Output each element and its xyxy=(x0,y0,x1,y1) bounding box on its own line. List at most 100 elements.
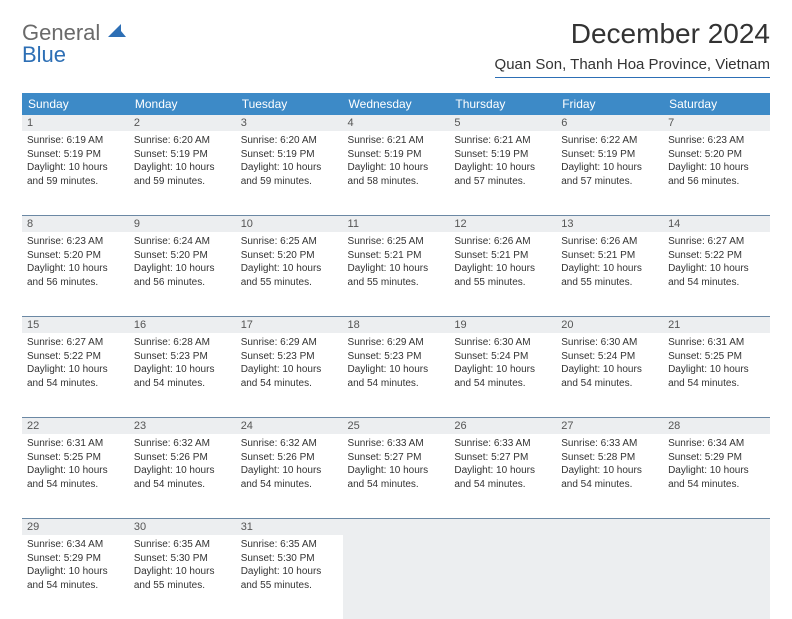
day-content: Sunrise: 6:22 AMSunset: 5:19 PMDaylight:… xyxy=(556,131,663,215)
calendar-week: 8Sunrise: 6:23 AMSunset: 5:20 PMDaylight… xyxy=(22,215,770,316)
day-number: 1 xyxy=(22,115,129,131)
day-content: Sunrise: 6:29 AMSunset: 5:23 PMDaylight:… xyxy=(343,333,450,417)
dayname-header: Monday xyxy=(129,93,236,115)
calendar-day: 16Sunrise: 6:28 AMSunset: 5:23 PMDayligh… xyxy=(129,316,236,417)
day-number: 27 xyxy=(556,417,663,434)
sunset-line: Sunset: 5:19 PM xyxy=(348,148,445,162)
day-number: 10 xyxy=(236,215,343,232)
daylight-line: Daylight: 10 hours and 54 minutes. xyxy=(241,464,338,491)
calendar-day: 24Sunrise: 6:32 AMSunset: 5:26 PMDayligh… xyxy=(236,417,343,518)
day-content xyxy=(556,535,663,619)
sunset-line: Sunset: 5:19 PM xyxy=(241,148,338,162)
day-number: 6 xyxy=(556,115,663,131)
day-number: 30 xyxy=(129,518,236,535)
calendar-day: 7Sunrise: 6:23 AMSunset: 5:20 PMDaylight… xyxy=(663,115,770,215)
dayname-header: Wednesday xyxy=(343,93,450,115)
sunset-line: Sunset: 5:21 PM xyxy=(454,249,551,263)
calendar-day-empty xyxy=(343,518,450,619)
daylight-line: Daylight: 10 hours and 54 minutes. xyxy=(668,464,765,491)
sunset-line: Sunset: 5:30 PM xyxy=(241,552,338,566)
calendar-day: 15Sunrise: 6:27 AMSunset: 5:22 PMDayligh… xyxy=(22,316,129,417)
daylight-line: Daylight: 10 hours and 54 minutes. xyxy=(27,363,124,390)
sunset-line: Sunset: 5:25 PM xyxy=(27,451,124,465)
day-number: 24 xyxy=(236,417,343,434)
logo: General Blue xyxy=(22,18,126,68)
day-content: Sunrise: 6:26 AMSunset: 5:21 PMDaylight:… xyxy=(556,232,663,316)
title-block: December 2024 Quan Son, Thanh Hoa Provin… xyxy=(495,18,770,79)
daylight-line: Daylight: 10 hours and 54 minutes. xyxy=(454,464,551,491)
calendar-day: 21Sunrise: 6:31 AMSunset: 5:25 PMDayligh… xyxy=(663,316,770,417)
sunrise-line: Sunrise: 6:34 AM xyxy=(668,437,765,451)
sunrise-line: Sunrise: 6:24 AM xyxy=(134,235,231,249)
sunrise-line: Sunrise: 6:25 AM xyxy=(348,235,445,249)
calendar-day: 29Sunrise: 6:34 AMSunset: 5:29 PMDayligh… xyxy=(22,518,129,619)
sunrise-line: Sunrise: 6:33 AM xyxy=(454,437,551,451)
day-content: Sunrise: 6:33 AMSunset: 5:28 PMDaylight:… xyxy=(556,434,663,518)
day-content: Sunrise: 6:33 AMSunset: 5:27 PMDaylight:… xyxy=(343,434,450,518)
day-content: Sunrise: 6:31 AMSunset: 5:25 PMDaylight:… xyxy=(663,333,770,417)
sunset-line: Sunset: 5:19 PM xyxy=(27,148,124,162)
sunrise-line: Sunrise: 6:21 AM xyxy=(348,134,445,148)
sunrise-line: Sunrise: 6:22 AM xyxy=(561,134,658,148)
dayname-header: Thursday xyxy=(449,93,556,115)
sunset-line: Sunset: 5:20 PM xyxy=(27,249,124,263)
day-content: Sunrise: 6:34 AMSunset: 5:29 PMDaylight:… xyxy=(22,535,129,619)
daylight-line: Daylight: 10 hours and 54 minutes. xyxy=(561,363,658,390)
day-number: 19 xyxy=(449,316,556,333)
day-number: 8 xyxy=(22,215,129,232)
calendar-day: 31Sunrise: 6:35 AMSunset: 5:30 PMDayligh… xyxy=(236,518,343,619)
day-content: Sunrise: 6:25 AMSunset: 5:21 PMDaylight:… xyxy=(343,232,450,316)
day-content: Sunrise: 6:33 AMSunset: 5:27 PMDaylight:… xyxy=(449,434,556,518)
daylight-line: Daylight: 10 hours and 58 minutes. xyxy=(348,161,445,188)
calendar-day: 5Sunrise: 6:21 AMSunset: 5:19 PMDaylight… xyxy=(449,115,556,215)
calendar-day-empty xyxy=(663,518,770,619)
daylight-line: Daylight: 10 hours and 55 minutes. xyxy=(134,565,231,592)
sunset-line: Sunset: 5:19 PM xyxy=(454,148,551,162)
day-number: 13 xyxy=(556,215,663,232)
sunset-line: Sunset: 5:23 PM xyxy=(134,350,231,364)
dayname-header: Friday xyxy=(556,93,663,115)
daylight-line: Daylight: 10 hours and 54 minutes. xyxy=(668,363,765,390)
sunrise-line: Sunrise: 6:30 AM xyxy=(454,336,551,350)
daylight-line: Daylight: 10 hours and 55 minutes. xyxy=(348,262,445,289)
calendar-day: 26Sunrise: 6:33 AMSunset: 5:27 PMDayligh… xyxy=(449,417,556,518)
day-content: Sunrise: 6:23 AMSunset: 5:20 PMDaylight:… xyxy=(663,131,770,215)
sunrise-line: Sunrise: 6:20 AM xyxy=(134,134,231,148)
sunset-line: Sunset: 5:19 PM xyxy=(134,148,231,162)
calendar-day: 19Sunrise: 6:30 AMSunset: 5:24 PMDayligh… xyxy=(449,316,556,417)
daylight-line: Daylight: 10 hours and 54 minutes. xyxy=(134,464,231,491)
day-number: 25 xyxy=(343,417,450,434)
calendar-day: 13Sunrise: 6:26 AMSunset: 5:21 PMDayligh… xyxy=(556,215,663,316)
day-content: Sunrise: 6:25 AMSunset: 5:20 PMDaylight:… xyxy=(236,232,343,316)
sunrise-line: Sunrise: 6:32 AM xyxy=(241,437,338,451)
day-number: 15 xyxy=(22,316,129,333)
calendar-week: 1Sunrise: 6:19 AMSunset: 5:19 PMDaylight… xyxy=(22,115,770,215)
calendar-day: 18Sunrise: 6:29 AMSunset: 5:23 PMDayligh… xyxy=(343,316,450,417)
title-divider xyxy=(495,77,770,78)
calendar-table: SundayMondayTuesdayWednesdayThursdayFrid… xyxy=(22,93,770,619)
calendar-day: 3Sunrise: 6:20 AMSunset: 5:19 PMDaylight… xyxy=(236,115,343,215)
daylight-line: Daylight: 10 hours and 56 minutes. xyxy=(134,262,231,289)
sunset-line: Sunset: 5:20 PM xyxy=(668,148,765,162)
day-number: 16 xyxy=(129,316,236,333)
day-number: 7 xyxy=(663,115,770,131)
day-number: 9 xyxy=(129,215,236,232)
day-content xyxy=(449,535,556,619)
sunrise-line: Sunrise: 6:27 AM xyxy=(668,235,765,249)
calendar-day: 30Sunrise: 6:35 AMSunset: 5:30 PMDayligh… xyxy=(129,518,236,619)
sunset-line: Sunset: 5:22 PM xyxy=(668,249,765,263)
day-number: 23 xyxy=(129,417,236,434)
day-number: 12 xyxy=(449,215,556,232)
day-content: Sunrise: 6:27 AMSunset: 5:22 PMDaylight:… xyxy=(663,232,770,316)
day-number: 22 xyxy=(22,417,129,434)
sunset-line: Sunset: 5:24 PM xyxy=(454,350,551,364)
day-content: Sunrise: 6:35 AMSunset: 5:30 PMDaylight:… xyxy=(236,535,343,619)
day-content xyxy=(343,535,450,619)
day-number: 20 xyxy=(556,316,663,333)
calendar-day: 20Sunrise: 6:30 AMSunset: 5:24 PMDayligh… xyxy=(556,316,663,417)
day-content: Sunrise: 6:20 AMSunset: 5:19 PMDaylight:… xyxy=(129,131,236,215)
header: General Blue December 2024 Quan Son, Tha… xyxy=(22,18,770,79)
calendar-day: 9Sunrise: 6:24 AMSunset: 5:20 PMDaylight… xyxy=(129,215,236,316)
calendar-day: 8Sunrise: 6:23 AMSunset: 5:20 PMDaylight… xyxy=(22,215,129,316)
day-content: Sunrise: 6:26 AMSunset: 5:21 PMDaylight:… xyxy=(449,232,556,316)
